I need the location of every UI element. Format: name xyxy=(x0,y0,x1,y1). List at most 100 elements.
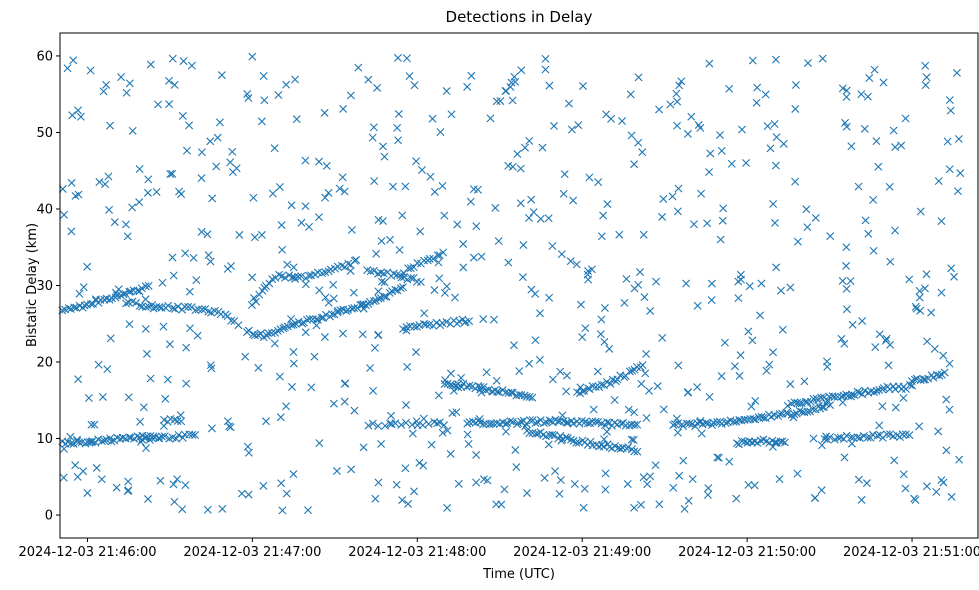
data-point xyxy=(398,283,407,292)
data-point xyxy=(176,411,185,420)
data-point xyxy=(680,504,689,513)
data-point xyxy=(842,305,851,314)
data-point xyxy=(257,230,266,239)
data-point xyxy=(168,169,177,178)
data-point xyxy=(406,264,415,273)
data-point xyxy=(775,410,784,419)
data-point xyxy=(141,303,150,312)
data-point xyxy=(377,237,386,246)
data-point xyxy=(603,418,612,427)
data-point xyxy=(87,438,96,447)
data-point xyxy=(278,506,287,515)
data-point xyxy=(540,419,549,428)
data-point xyxy=(377,277,386,286)
data-point xyxy=(492,97,501,106)
data-point xyxy=(282,80,291,89)
data-point xyxy=(380,152,389,161)
data-point xyxy=(621,421,630,430)
data-point xyxy=(945,405,954,414)
data-point xyxy=(447,110,456,119)
data-point xyxy=(790,410,799,419)
data-point xyxy=(449,386,458,395)
data-point xyxy=(736,270,745,279)
data-point xyxy=(677,77,686,86)
data-point xyxy=(584,275,593,284)
data-point xyxy=(369,386,378,395)
data-point xyxy=(853,387,862,396)
data-point xyxy=(264,329,273,338)
data-point xyxy=(136,417,145,426)
data-point xyxy=(529,208,538,217)
data-point xyxy=(817,393,826,402)
data-point xyxy=(652,277,661,286)
data-point xyxy=(669,483,678,492)
data-point xyxy=(857,90,866,99)
data-point xyxy=(673,121,682,130)
data-point xyxy=(856,434,865,443)
data-point xyxy=(254,363,263,372)
data-point xyxy=(580,484,589,493)
data-point xyxy=(602,427,611,436)
data-point xyxy=(745,282,754,291)
data-point xyxy=(290,273,299,282)
data-point xyxy=(366,364,375,373)
data-point xyxy=(640,293,649,302)
data-point xyxy=(520,391,529,400)
data-point xyxy=(517,391,526,400)
data-point xyxy=(307,383,316,392)
data-point xyxy=(875,421,884,430)
data-point xyxy=(742,158,751,167)
data-point xyxy=(696,416,705,425)
data-point xyxy=(942,395,951,404)
data-point xyxy=(203,230,212,239)
data-point xyxy=(67,227,76,236)
data-point xyxy=(481,386,490,395)
data-point xyxy=(498,386,507,395)
data-point xyxy=(816,404,825,413)
data-point xyxy=(435,418,444,427)
data-point xyxy=(705,392,714,401)
data-point xyxy=(509,341,518,350)
data-point xyxy=(939,351,948,360)
data-point xyxy=(386,235,395,244)
data-point xyxy=(599,211,608,220)
data-point xyxy=(842,93,851,102)
data-point xyxy=(92,463,101,472)
data-point xyxy=(380,292,389,301)
data-point xyxy=(460,318,469,327)
data-point xyxy=(398,496,407,505)
data-point xyxy=(235,230,244,239)
data-point xyxy=(823,362,832,371)
data-point xyxy=(525,429,534,438)
data-point xyxy=(899,394,908,402)
data-point xyxy=(641,369,650,378)
data-point xyxy=(527,195,536,204)
data-point xyxy=(374,478,383,487)
data-point xyxy=(863,433,872,442)
data-point xyxy=(616,444,625,453)
data-point xyxy=(124,486,133,495)
data-point xyxy=(173,417,182,426)
data-point xyxy=(545,293,554,302)
data-point xyxy=(100,436,109,445)
data-point xyxy=(439,248,448,257)
data-point xyxy=(719,204,728,213)
data-point xyxy=(276,325,285,334)
data-point xyxy=(786,380,795,389)
data-point xyxy=(803,59,812,68)
data-point xyxy=(472,478,481,487)
data-point xyxy=(634,73,643,82)
data-point xyxy=(213,133,222,142)
data-point xyxy=(472,222,481,231)
data-point xyxy=(173,475,182,484)
data-point xyxy=(915,293,924,302)
data-point xyxy=(187,61,196,70)
data-point xyxy=(791,104,800,113)
data-point xyxy=(945,165,954,174)
data-point xyxy=(830,393,839,401)
y-tick-label: 40 xyxy=(36,202,53,217)
data-point xyxy=(380,278,389,287)
data-point xyxy=(297,218,306,227)
data-point xyxy=(407,274,416,283)
data-point xyxy=(540,473,549,482)
